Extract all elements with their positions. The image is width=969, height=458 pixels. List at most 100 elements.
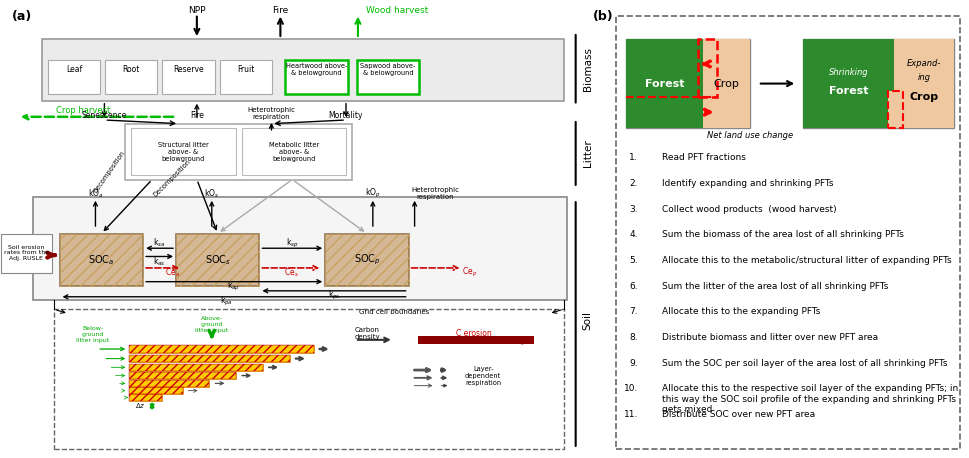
Text: Metabolic litter
above- &
belowground: Metabolic litter above- & belowground — [268, 142, 319, 162]
Bar — [129, 380, 209, 387]
Text: Crop: Crop — [713, 79, 738, 88]
Bar — [129, 394, 162, 401]
Bar — [60, 234, 143, 286]
Text: Decomposition: Decomposition — [92, 150, 126, 194]
Text: Litter: Litter — [582, 140, 592, 167]
Bar — [626, 39, 703, 128]
Bar — [802, 39, 953, 128]
Text: kO$_a$: kO$_a$ — [87, 187, 103, 200]
Text: Shrinking: Shrinking — [828, 68, 867, 77]
Bar — [129, 380, 209, 387]
Text: Distribute SOC over new PFT area: Distribute SOC over new PFT area — [661, 410, 814, 419]
Text: k$_{pa}$: k$_{pa}$ — [220, 295, 233, 308]
Text: C erosion: C erosion — [455, 329, 491, 338]
Text: 9.: 9. — [629, 359, 638, 368]
Bar — [129, 387, 182, 394]
Bar — [241, 128, 346, 175]
Text: Senescence: Senescence — [81, 111, 127, 120]
Text: 4.: 4. — [629, 230, 638, 240]
Text: Ce$_a$: Ce$_a$ — [166, 266, 180, 279]
Text: k$_{as}$: k$_{as}$ — [153, 255, 166, 268]
Bar — [47, 60, 100, 94]
Text: SOC$_a$: SOC$_a$ — [88, 253, 114, 267]
Bar — [129, 394, 162, 401]
Bar — [703, 39, 749, 128]
Text: Allocate this to the metabolic/structural litter of expanding PFTs: Allocate this to the metabolic/structura… — [661, 256, 951, 265]
Bar — [42, 39, 563, 101]
Bar — [33, 197, 566, 300]
Text: Grid cell boundaries: Grid cell boundaries — [359, 309, 428, 316]
Bar — [357, 60, 419, 94]
Text: Structural litter
above- &
belowground: Structural litter above- & belowground — [158, 142, 208, 162]
Text: Collect wood products  (wood harvest): Collect wood products (wood harvest) — [661, 205, 835, 214]
Text: Distribute biomass and litter over new PFT area: Distribute biomass and litter over new P… — [661, 333, 877, 342]
Text: Heartwood above-
& belowground: Heartwood above- & belowground — [286, 63, 347, 76]
Text: Below-
ground
litter input: Below- ground litter input — [76, 326, 109, 343]
Text: Identify expanding and shrinking PFTs: Identify expanding and shrinking PFTs — [661, 179, 832, 188]
Text: Reserve: Reserve — [173, 65, 203, 74]
Bar — [129, 372, 236, 379]
Bar — [175, 234, 260, 286]
Text: Carbon
density: Carbon density — [355, 327, 380, 340]
Text: 5.: 5. — [629, 256, 638, 265]
Bar — [325, 234, 408, 286]
Bar — [125, 124, 352, 180]
Text: Root: Root — [122, 65, 140, 74]
Text: k$_{sa}$: k$_{sa}$ — [153, 237, 166, 250]
Text: Crop harvest: Crop harvest — [56, 106, 110, 115]
Text: (a): (a) — [12, 10, 32, 22]
Text: k$_{ps}$: k$_{ps}$ — [328, 289, 340, 302]
Text: k$_{ap}$: k$_{ap}$ — [227, 280, 240, 293]
Text: kO$_p$: kO$_p$ — [364, 187, 380, 200]
Bar — [129, 387, 182, 394]
Bar — [615, 16, 959, 449]
Text: Sum the litter of the area lost of all shrinking PFTs: Sum the litter of the area lost of all s… — [661, 282, 887, 291]
Text: Allocate this to the expanding PFTs: Allocate this to the expanding PFTs — [661, 307, 819, 316]
Bar — [887, 91, 902, 128]
Bar — [285, 60, 348, 94]
Bar — [698, 39, 716, 97]
Text: Read PFT fractions: Read PFT fractions — [661, 153, 745, 163]
Text: 6.: 6. — [629, 282, 638, 291]
Bar — [129, 345, 313, 353]
Text: Biomass: Biomass — [582, 47, 592, 91]
Text: Fruit: Fruit — [236, 65, 254, 74]
Bar — [417, 336, 533, 344]
Text: 7.: 7. — [629, 307, 638, 316]
Bar — [105, 60, 157, 94]
Text: 2.: 2. — [629, 179, 638, 188]
Bar — [162, 60, 214, 94]
Bar — [1, 234, 52, 273]
Bar — [131, 128, 235, 175]
Text: Layer-
dependent
respiration: Layer- dependent respiration — [464, 366, 501, 387]
Bar — [129, 355, 290, 362]
Text: Heterotrophic
respiration: Heterotrophic respiration — [247, 107, 296, 120]
Bar — [129, 345, 313, 353]
Text: k$_{sp}$: k$_{sp}$ — [286, 237, 298, 250]
Text: Allocate this to the respective soil layer of the expanding PFTs; in
this way th: Allocate this to the respective soil lay… — [661, 384, 956, 414]
Text: Decomposition: Decomposition — [152, 158, 192, 198]
Text: 10.: 10. — [623, 384, 638, 393]
Text: Ce$_p$: Ce$_p$ — [462, 266, 477, 279]
Text: Forest: Forest — [828, 86, 867, 96]
Bar — [175, 234, 260, 286]
Bar — [219, 60, 271, 94]
Text: Fire: Fire — [190, 111, 203, 120]
Text: Leaf: Leaf — [66, 65, 82, 74]
Text: kO$_s$: kO$_s$ — [203, 187, 219, 200]
Text: Fire: Fire — [272, 5, 288, 15]
Bar — [60, 234, 143, 286]
Text: 11.: 11. — [623, 410, 638, 419]
Text: Soil erosion
rates from the
Adj. RUSLE: Soil erosion rates from the Adj. RUSLE — [4, 245, 48, 261]
Text: 3.: 3. — [629, 205, 638, 214]
Text: Sum the biomass of the area lost of all shrinking PFTs: Sum the biomass of the area lost of all … — [661, 230, 902, 240]
Text: SOC$_p$: SOC$_p$ — [353, 253, 380, 267]
Bar — [53, 309, 563, 449]
Bar — [129, 364, 263, 371]
Text: (b): (b) — [592, 10, 612, 22]
Text: $\Delta z$: $\Delta z$ — [136, 401, 146, 410]
Text: 1.: 1. — [629, 153, 638, 163]
Text: Soil: Soil — [582, 311, 592, 330]
Text: Net land use change: Net land use change — [706, 131, 793, 140]
Bar — [626, 39, 749, 128]
